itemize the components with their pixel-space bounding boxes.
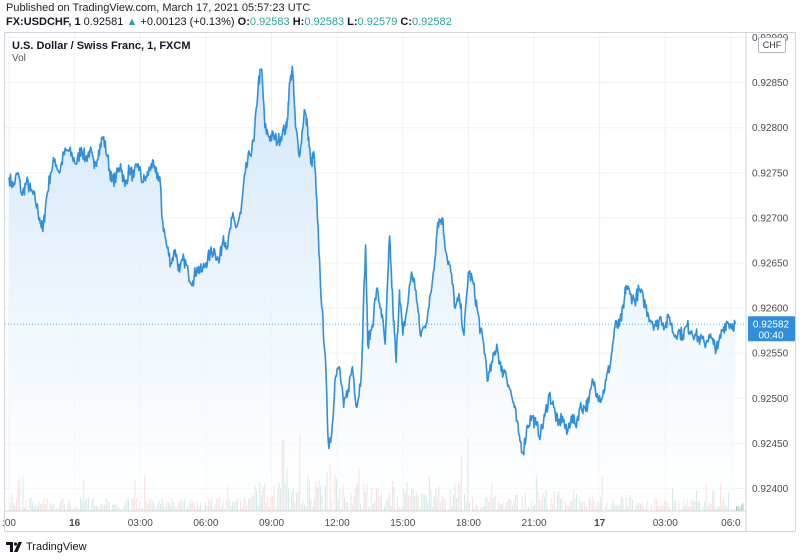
y-tick-label: 0.92400 — [752, 484, 789, 495]
y-tick-label: 0.92700 — [752, 213, 789, 224]
close-label: C: — [400, 16, 412, 28]
x-tick-label: 12:00 — [325, 518, 350, 529]
ohlc-row: FX:USDCHF, 1 0.92581 ▲ +0.00123 (+0.13%)… — [6, 16, 452, 28]
last-price-tag-bg — [748, 316, 795, 342]
y-tick-label: 0.92600 — [752, 304, 789, 315]
axes: 0.92400 0.92450 0.92500 0.92550 0.92600 0.926… — [2, 33, 789, 531]
volume-bar — [740, 505, 742, 511]
x-tick-label: 03:00 — [653, 518, 678, 529]
y-tick-label: 0.92450 — [752, 439, 789, 450]
high-value: 0.92583 — [304, 16, 345, 28]
volume-bar — [737, 506, 739, 511]
x-tick-label: 15:00 — [390, 518, 415, 529]
low-value: 0.92579 — [357, 16, 398, 28]
change-value: +0.00123 (+0.13%) — [140, 16, 235, 28]
x-tick-label: 03:00 — [128, 518, 153, 529]
symbol-label: FX:USDCHF, 1 — [6, 16, 81, 28]
y-tick-label: 0.92750 — [752, 168, 789, 179]
x-tick-label: :00 — [2, 518, 16, 529]
volume-bar — [736, 506, 738, 511]
price-line — [8, 65, 737, 456]
x-tick-label: 16 — [69, 518, 81, 529]
tradingview-logo-icon — [6, 542, 22, 552]
price-area-fill — [9, 66, 736, 511]
footer-branding[interactable]: TradingView — [6, 538, 87, 556]
y-tick-label: 0.92650 — [752, 258, 789, 269]
x-tick-label: 18:00 — [456, 518, 481, 529]
open-value: 0.92583 — [249, 16, 290, 28]
volume-bar — [739, 507, 741, 511]
y-tick-label: 0.92800 — [752, 123, 789, 134]
last-price-tag-countdown: 00:40 — [758, 330, 783, 341]
x-tick-label: 17 — [594, 518, 606, 529]
tradingview-brand: TradingView — [26, 541, 87, 553]
chart-legend-title: U.S. Dollar / Swiss Franc, 1, FXCM — [12, 40, 191, 52]
currency-badge[interactable]: CHF — [758, 37, 786, 53]
high-label: H: — [292, 16, 305, 28]
x-tick-label: 21:00 — [521, 518, 546, 529]
volume-legend: Vol — [12, 53, 26, 64]
x-tick-label: 06:0 — [721, 518, 741, 529]
y-tick-label: 0.92500 — [752, 394, 789, 405]
volume-bar — [742, 503, 744, 511]
last-price: 0.92581 — [83, 16, 124, 28]
x-tick-label: 09:00 — [259, 518, 284, 529]
published-note: Published on TradingView.com, March 17, … — [6, 2, 311, 14]
close-value: 0.92582 — [411, 16, 452, 28]
x-tick-label: 06:00 — [193, 518, 218, 529]
chart-frame — [4, 32, 796, 532]
price-area — [8, 65, 737, 511]
y-tick-label: 0.92850 — [752, 78, 789, 89]
low-label: L: — [347, 16, 358, 28]
change-arrow-icon: ▲ — [126, 16, 138, 28]
last-price-tag-value: 0.92582 — [753, 319, 790, 330]
y-tick-label: 0.92550 — [752, 349, 789, 360]
open-label: O: — [237, 16, 250, 28]
